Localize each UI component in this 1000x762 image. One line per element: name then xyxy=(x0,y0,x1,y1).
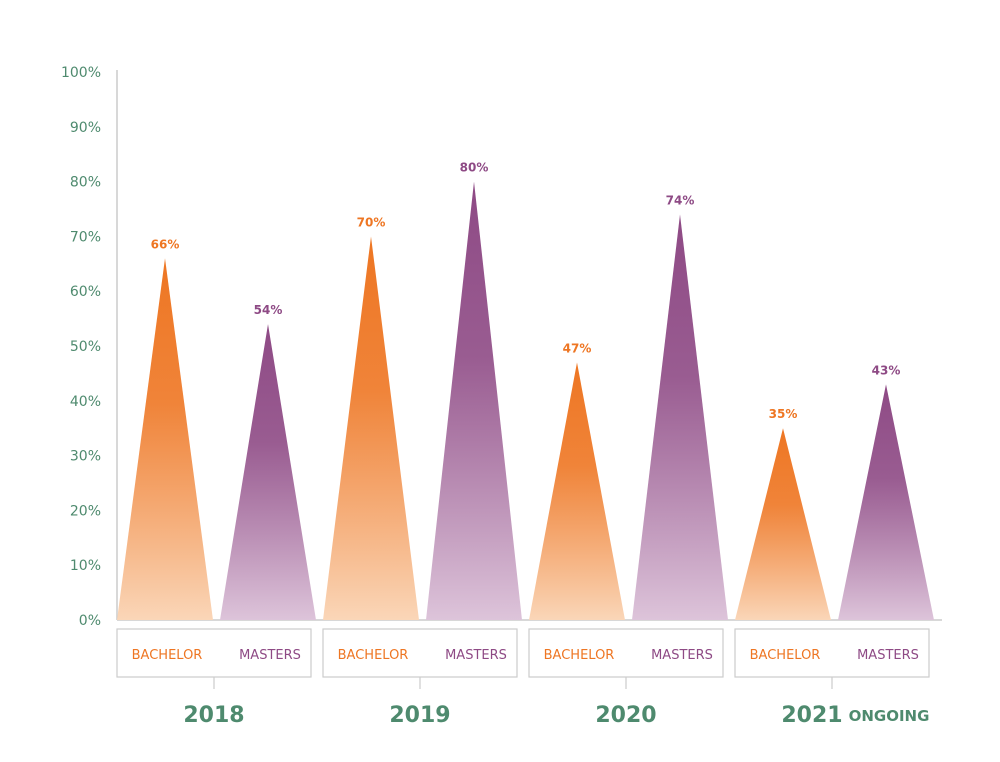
category-label-masters: MASTERS xyxy=(445,648,507,663)
y-tick-label: 100% xyxy=(61,65,101,81)
value-label: 54% xyxy=(254,303,283,317)
category-label-masters: MASTERS xyxy=(651,648,713,663)
value-label: 70% xyxy=(357,215,386,229)
category-label-masters: MASTERS xyxy=(239,648,301,663)
bar-masters xyxy=(220,324,316,620)
group-label: 2018 xyxy=(183,703,244,728)
group-sublabel: ONGOING xyxy=(849,707,930,725)
bar-masters xyxy=(838,384,934,620)
category-label-bachelor: BACHELOR xyxy=(132,648,203,663)
y-tick-label: 90% xyxy=(70,120,101,136)
bar-bachelor xyxy=(117,258,213,620)
value-label: 43% xyxy=(872,363,901,377)
value-label: 35% xyxy=(769,407,798,421)
value-label: 47% xyxy=(563,341,592,355)
category-label-bachelor: BACHELOR xyxy=(544,648,615,663)
bar-bachelor xyxy=(323,236,419,620)
bar-bachelor xyxy=(529,362,625,620)
y-tick-label: 0% xyxy=(79,613,101,629)
category-label-bachelor: BACHELOR xyxy=(338,648,409,663)
y-tick-label: 50% xyxy=(70,339,101,355)
y-tick-label: 40% xyxy=(70,394,101,410)
y-tick-label: 80% xyxy=(70,175,101,191)
value-label: 74% xyxy=(666,193,695,207)
y-tick-label: 60% xyxy=(70,284,101,300)
y-tick-label: 70% xyxy=(70,229,101,245)
group-label: 2019 xyxy=(389,703,450,728)
value-label: 66% xyxy=(151,237,180,251)
y-tick-label: 10% xyxy=(70,558,101,574)
y-tick-label: 20% xyxy=(70,503,101,519)
group-label: 2020 xyxy=(595,703,656,728)
bar-masters xyxy=(426,181,522,620)
y-tick-label: 30% xyxy=(70,449,101,465)
bar-masters xyxy=(632,214,728,621)
category-label-bachelor: BACHELOR xyxy=(750,648,821,663)
value-label: 80% xyxy=(460,161,489,175)
bar-bachelor xyxy=(735,428,831,620)
group-label: 2021 xyxy=(781,703,842,728)
category-label-masters: MASTERS xyxy=(857,648,919,663)
